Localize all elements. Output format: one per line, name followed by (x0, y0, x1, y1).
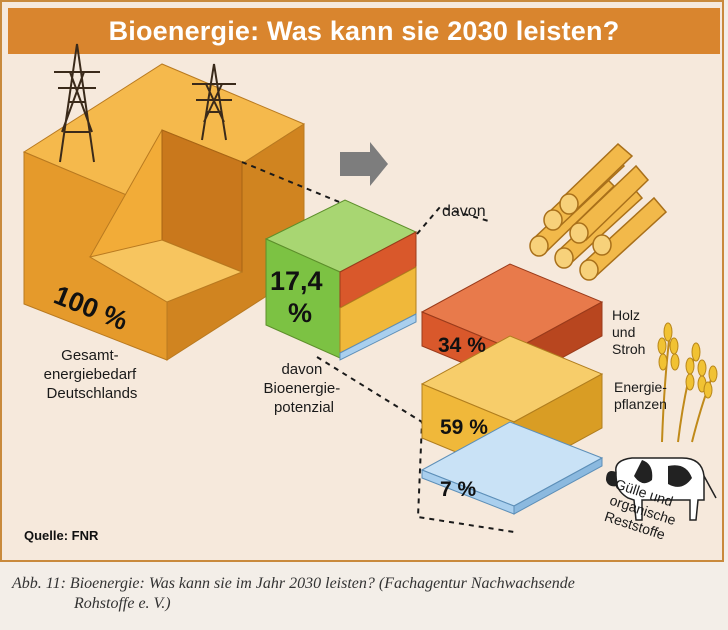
total-energy-cube (22, 63, 306, 361)
source-note: Quelle: FNR (24, 528, 99, 543)
power-pylon-icon (192, 63, 236, 141)
segment-manure (420, 421, 604, 515)
segment-crops-percent: 59 % (440, 416, 488, 439)
bioenergy-diagram: 100 % Gesamt- energiebedarf Deutschlands… (22, 43, 718, 543)
diagram-title: Bioenergie: Was kann sie 2030 leisten? (108, 15, 620, 46)
segment-crops-label: Energie- pflanzen (614, 379, 671, 412)
total-label: Gesamt- energiebedarf Deutschlands (44, 347, 141, 402)
connector-lines (241, 161, 515, 533)
caption-line-1: Abb. 11: Bioenergie: Was kann sie im Jah… (12, 575, 575, 592)
segment-wood-label: Holz und Stroh (612, 307, 645, 357)
logs-icon (529, 142, 668, 281)
figure-caption: Abb. 11: Bioenergie: Was kann sie im Jah… (12, 574, 712, 614)
segment-manure-percent: 7 % (440, 478, 477, 501)
arrow-icon (340, 142, 388, 186)
potential-cube (264, 199, 418, 361)
title-bar: Bioenergie: Was kann sie 2030 leisten? (8, 8, 720, 54)
potential-percent: 17,4 % (270, 266, 330, 328)
caption-line-2: Rohstoffe e. V.) (74, 595, 171, 612)
potential-label: davon Bioenergie- potenzial (264, 361, 345, 416)
power-pylon-icon (54, 43, 100, 163)
wheat-icon (657, 322, 718, 443)
figure-frame: Bioenergie: Was kann sie 2030 leisten? (0, 0, 724, 562)
breakdown-intro: davon (442, 203, 486, 220)
cow-icon (606, 457, 717, 521)
segment-wood-percent: 34 % (438, 334, 486, 357)
